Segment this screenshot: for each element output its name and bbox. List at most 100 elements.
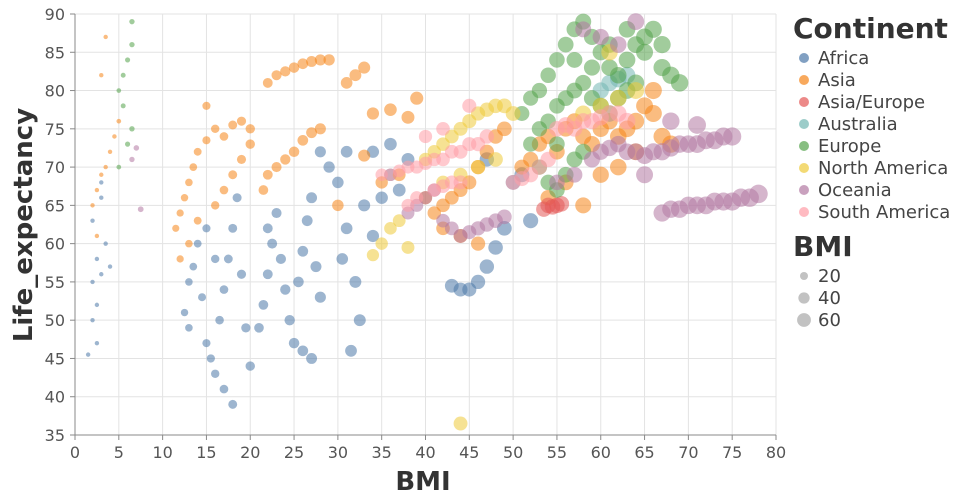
data-point — [198, 293, 207, 302]
data-point — [366, 248, 380, 262]
data-point — [384, 103, 397, 116]
data-point — [392, 214, 406, 228]
data-point — [206, 354, 215, 363]
data-point — [453, 416, 468, 431]
data-point — [288, 146, 300, 158]
legend-swatch — [799, 185, 809, 195]
data-point — [323, 54, 335, 66]
x-tick-label: 50 — [503, 443, 523, 462]
x-tick-label: 55 — [547, 443, 567, 462]
data-point — [103, 241, 108, 246]
data-point — [223, 254, 233, 264]
data-point — [280, 284, 291, 295]
data-point — [180, 308, 189, 317]
series-asia-europe — [536, 196, 570, 217]
data-point — [505, 106, 521, 121]
y-tick-label: 80 — [45, 82, 65, 101]
data-point — [228, 399, 238, 409]
data-point — [228, 170, 238, 180]
x-tick-label: 70 — [678, 443, 698, 462]
data-point — [306, 192, 318, 204]
data-point — [410, 91, 424, 105]
legend-swatch — [799, 207, 809, 217]
data-point — [653, 36, 671, 54]
data-point — [185, 239, 193, 248]
data-point — [116, 118, 122, 124]
data-point — [245, 124, 255, 134]
data-point — [662, 112, 680, 130]
x-tick-label: 35 — [372, 443, 392, 462]
data-point — [262, 223, 273, 234]
data-point — [107, 264, 113, 269]
y-tick-label: 50 — [45, 311, 65, 330]
data-point — [185, 278, 193, 286]
legend-label: Australia — [818, 114, 898, 135]
legend-color-items: AfricaAsiaAsia/EuropeAustraliaEuropeNort… — [799, 48, 950, 223]
data-point — [610, 66, 627, 84]
data-point — [453, 175, 468, 190]
data-point — [90, 317, 95, 323]
data-point — [99, 73, 104, 78]
data-point — [340, 145, 353, 158]
data-point — [99, 172, 104, 177]
data-point — [202, 101, 211, 110]
data-point — [332, 176, 344, 189]
data-point — [120, 72, 126, 78]
data-point — [549, 174, 565, 191]
data-point — [176, 209, 184, 217]
data-point — [470, 159, 486, 175]
data-point — [358, 199, 371, 212]
data-point — [384, 137, 397, 151]
data-point — [129, 18, 135, 25]
data-point — [202, 224, 211, 233]
data-point — [497, 209, 512, 225]
data-point — [610, 158, 627, 176]
data-point — [479, 259, 495, 274]
legend-size-swatch — [800, 272, 808, 280]
data-point — [418, 129, 433, 144]
data-point — [688, 116, 706, 134]
data-point — [336, 253, 349, 265]
data-point — [262, 269, 273, 280]
legend: Continent AfricaAsiaAsia/EuropeAustralia… — [793, 12, 950, 331]
data-point — [211, 254, 220, 264]
y-tick-label: 65 — [45, 196, 65, 215]
legend-label: North America — [818, 158, 948, 179]
data-point — [523, 213, 539, 229]
data-point — [129, 126, 135, 132]
data-point — [137, 206, 144, 213]
data-point — [644, 104, 662, 123]
data-point — [566, 51, 583, 68]
data-point — [549, 52, 565, 68]
data-point — [90, 279, 95, 285]
data-point — [375, 168, 388, 181]
x-tick-label: 5 — [114, 443, 124, 462]
data-point — [301, 215, 313, 227]
x-tick-label: 30 — [328, 443, 348, 462]
legend-label: South America — [818, 202, 950, 223]
y-tick-label: 90 — [45, 5, 65, 24]
data-point — [241, 323, 251, 333]
data-point — [540, 67, 556, 83]
data-point — [627, 82, 645, 99]
data-point — [185, 324, 193, 332]
data-point — [297, 345, 309, 357]
data-point — [557, 36, 574, 53]
data-point — [133, 145, 140, 151]
data-point — [470, 274, 486, 290]
data-point — [275, 253, 287, 265]
data-point — [236, 116, 247, 126]
data-point — [189, 163, 198, 171]
data-point — [219, 185, 229, 195]
data-point — [636, 43, 654, 61]
data-point — [375, 237, 388, 250]
data-point — [258, 300, 269, 310]
data-point — [401, 240, 415, 254]
data-point — [470, 236, 486, 251]
data-point — [392, 183, 406, 197]
data-point — [340, 222, 353, 235]
data-point — [262, 77, 273, 88]
data-point — [323, 161, 335, 173]
data-point — [410, 191, 424, 205]
data-point — [618, 51, 636, 69]
